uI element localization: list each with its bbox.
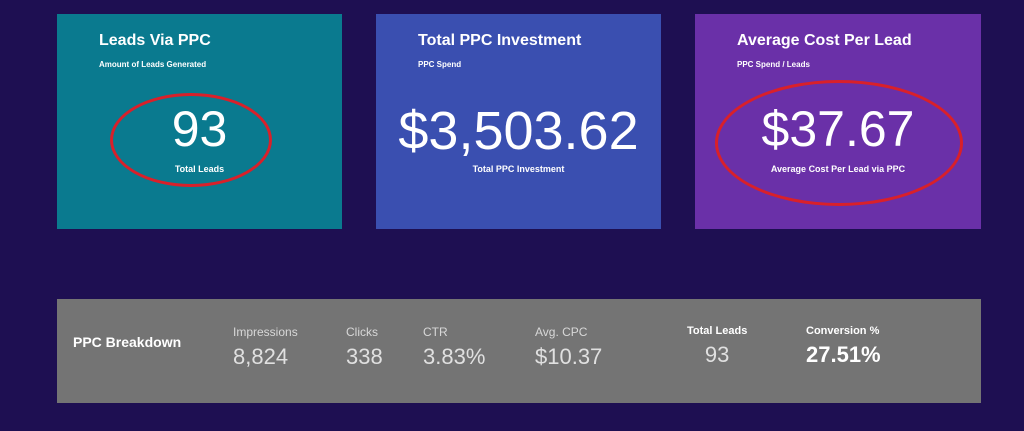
metric-label: Clicks (346, 325, 378, 339)
metric-total-leads: Total Leads 93 (687, 325, 747, 368)
metric-value: 93 (704, 342, 730, 367)
investment-card-subtitle: PPC Spend (418, 60, 462, 69)
investment-card-title: Total PPC Investment (418, 32, 582, 49)
metric-avg-cpc: Avg. CPC $10.37 (535, 325, 602, 370)
leads-card: Leads Via PPC Amount of Leads Generated … (57, 14, 342, 229)
metric-label: Impressions (233, 325, 298, 339)
investment-card-caption: Total PPC Investment (472, 164, 565, 174)
cost-per-lead-card: Average Cost Per Lead PPC Spend / Leads … (695, 14, 981, 229)
investment-card: Total PPC Investment PPC Spend $3,503.62… (376, 14, 661, 229)
metric-ctr: CTR 3.83% (423, 325, 485, 370)
highlight-circle (715, 80, 963, 206)
metric-impressions: Impressions 8,824 (233, 325, 298, 370)
leads-card-subtitle: Amount of Leads Generated (99, 60, 207, 69)
cost-per-lead-card-subtitle: PPC Spend / Leads (737, 60, 810, 69)
investment-card-value: $3,503.62 (398, 101, 639, 161)
metric-conversion: Conversion % 27.51% (806, 325, 881, 368)
cost-per-lead-card-title: Average Cost Per Lead (737, 32, 912, 49)
highlight-circle (110, 93, 272, 187)
metric-label: Avg. CPC (535, 325, 588, 339)
metric-label: Conversion % (806, 325, 880, 337)
ppc-breakdown-panel: PPC Breakdown Impressions 8,824 Clicks 3… (57, 299, 981, 403)
metric-label: CTR (423, 325, 448, 339)
ppc-breakdown-label: PPC Breakdown (73, 334, 182, 350)
metric-label: Total Leads (687, 325, 748, 337)
leads-card-title: Leads Via PPC (99, 32, 211, 49)
metric-value: 3.83% (423, 344, 486, 369)
metric-value: 338 (346, 344, 383, 369)
metric-value: 27.51% (806, 342, 881, 367)
metric-clicks: Clicks 338 (346, 325, 383, 370)
metric-value: $10.37 (535, 344, 603, 369)
metric-value: 8,824 (233, 344, 289, 369)
